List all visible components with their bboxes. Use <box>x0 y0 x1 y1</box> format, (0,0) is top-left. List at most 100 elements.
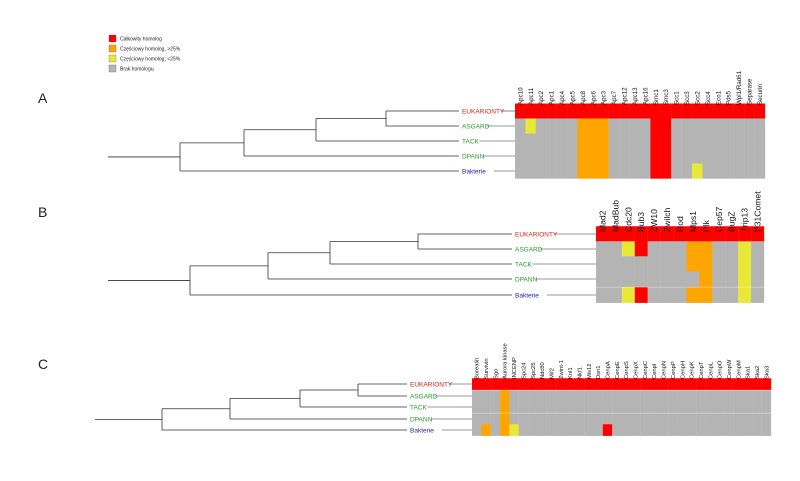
heatmap-cell <box>602 413 613 425</box>
heatmap-cell <box>525 133 536 149</box>
heatmap-cell <box>577 148 589 164</box>
heatmap-cell <box>686 287 700 303</box>
heatmap-cell <box>650 148 661 164</box>
heatmap-cell <box>714 424 725 436</box>
heatmap-cell <box>509 424 519 436</box>
heatmap-cell <box>509 401 519 413</box>
heatmap-cell <box>608 148 620 164</box>
heatmap-cell <box>584 390 594 402</box>
heatmap-cell <box>587 163 599 179</box>
heatmap-cell <box>712 287 726 303</box>
heatmap-cell <box>723 163 734 179</box>
heatmap-cell <box>546 424 557 436</box>
heatmap-cell <box>738 241 752 257</box>
taxon-label-bakterie: Bakterie <box>462 168 486 175</box>
heatmap-cell <box>587 103 599 119</box>
heatmap-cell <box>723 133 734 149</box>
heatmap-cell <box>630 413 641 425</box>
heatmap-cell <box>634 287 648 303</box>
heatmap-cell <box>619 148 630 164</box>
panel-label-C: C <box>38 356 48 372</box>
heatmap-cell <box>500 401 510 413</box>
heatmap-cell <box>751 271 765 287</box>
taxon-label-asgard: ASGARD <box>462 123 490 130</box>
heatmap-cell <box>612 424 622 436</box>
heatmap-cell <box>574 390 585 402</box>
heatmap-cell <box>556 148 568 164</box>
heatmap-cell <box>742 378 753 390</box>
heatmap-cell <box>673 226 687 242</box>
protein-label: Scc1 <box>674 91 681 105</box>
heatmap-cell <box>640 148 651 164</box>
protein-label: Dsn1 <box>596 365 602 379</box>
heatmap-cell <box>621 256 635 272</box>
heatmap-cell <box>677 390 688 402</box>
heatmap-cell <box>640 163 651 179</box>
taxon-label-eukarionty: EUKARIONTY <box>410 381 453 388</box>
heatmap-cell <box>612 401 622 413</box>
legend-swatch-O <box>108 44 117 53</box>
heatmap-cell <box>602 390 613 402</box>
protein-label: Mad2 <box>597 210 607 232</box>
heatmap-cell <box>724 401 734 413</box>
heatmap-cell <box>738 256 752 272</box>
heatmap-cell <box>671 163 682 179</box>
heatmap-cell <box>673 241 687 257</box>
heatmap-cell <box>556 103 568 119</box>
heatmap-cell <box>515 103 526 119</box>
heatmap-cell <box>567 148 578 164</box>
heatmap-cell <box>712 163 724 179</box>
heatmap-cell <box>567 133 578 149</box>
heatmap-cell <box>692 103 703 119</box>
protein-label: CenpC <box>643 361 649 379</box>
protein-label: CenpW <box>727 359 733 379</box>
heatmap-cell <box>596 271 610 287</box>
protein-label: Smc3 <box>663 89 670 105</box>
heatmap-cell <box>681 103 693 119</box>
heatmap-cell <box>744 133 755 149</box>
heatmap-cell <box>677 378 688 390</box>
heatmap-cell <box>598 103 609 119</box>
heatmap-cell <box>754 163 766 179</box>
heatmap-cell <box>647 256 661 272</box>
heatmap-cell <box>481 401 491 413</box>
heatmap-cell <box>567 103 578 119</box>
legend-label-O: Częściowy homolog, >25% <box>120 47 181 53</box>
heatmap-cell <box>712 118 724 134</box>
heatmap-cell <box>761 424 772 436</box>
heatmap-cell <box>671 148 682 164</box>
heatmap-cell <box>733 163 745 179</box>
protein-label: Knl1 <box>568 367 574 379</box>
heatmap-cell <box>515 163 526 179</box>
heatmap-cell <box>634 241 648 257</box>
heatmap-cell <box>733 424 744 436</box>
heatmap-cell <box>518 424 529 436</box>
heatmap-cell <box>528 401 538 413</box>
heatmap-cell <box>546 133 557 149</box>
heatmap-cell <box>702 133 714 149</box>
heatmap-cell <box>602 424 613 436</box>
protein-label: Aurora kinase <box>503 343 509 379</box>
heatmap-cell <box>577 133 589 149</box>
taxon-label-tack: TACK <box>515 261 533 268</box>
heatmap-cell <box>472 424 482 436</box>
heatmap-cell <box>593 401 603 413</box>
heatmap-cell <box>565 390 575 402</box>
heatmap-cell <box>668 413 678 425</box>
heatmap-cell <box>608 271 622 287</box>
heatmap-cell <box>630 424 641 436</box>
heatmap-cell <box>640 413 650 425</box>
heatmap-cell <box>702 118 714 134</box>
heatmap-cell <box>744 103 755 119</box>
protein-label: CenpO <box>718 360 724 379</box>
protein-label: Apc16 <box>642 87 649 105</box>
heatmap-cell <box>752 424 762 436</box>
protein-label: Bub3 <box>636 212 646 232</box>
heatmap-cell <box>500 378 510 390</box>
heatmap-cell <box>608 241 622 257</box>
protein-label: Trip13 <box>740 208 750 232</box>
heatmap-cell <box>696 401 706 413</box>
protein-label: CenpH <box>680 361 686 379</box>
protein-label: Eco1 <box>715 90 722 105</box>
protein-label: Scc2 <box>694 91 701 105</box>
